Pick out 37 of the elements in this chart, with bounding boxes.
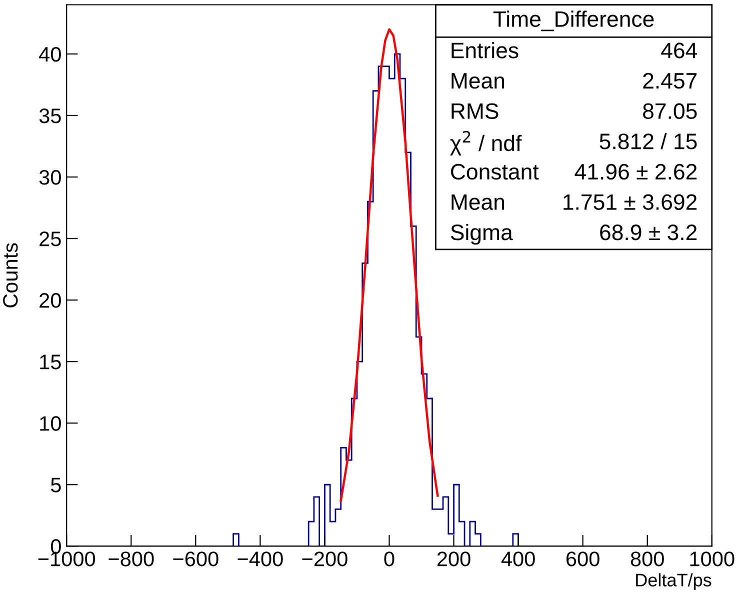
x-tick-label: −600 <box>173 552 218 566</box>
y-tick-label: 10 <box>40 416 61 431</box>
x-tick-label: 0 <box>384 552 394 566</box>
annotation: 464 <box>661 42 698 58</box>
annotation: 1.751 ± 3.692 <box>564 194 697 210</box>
x-tick-label: −1000 <box>38 552 96 566</box>
x-tick-label: 400 <box>501 552 535 566</box>
x-tick-label: 1000 <box>690 552 734 566</box>
x-tick-label: −400 <box>238 552 283 566</box>
x-axis-title: DeltaT/ps <box>636 573 712 590</box>
y-tick-label: 35 <box>39 108 61 124</box>
y-tick-label: 5 <box>50 478 61 492</box>
annotation: Entries <box>452 42 518 58</box>
x-tick-label: 200 <box>437 552 470 566</box>
annotation: Time_Difference <box>493 10 654 32</box>
line-series <box>340 28 439 502</box>
y-tick-label: 30 <box>39 170 61 185</box>
x-tick-label: −200 <box>302 552 348 566</box>
x-tick-label: 600 <box>566 552 600 566</box>
annotation: Mean <box>452 73 504 89</box>
y-tick-label: 25 <box>40 232 61 246</box>
y-axis-title: Counts <box>3 243 18 308</box>
annotation: 87.05 <box>643 103 697 119</box>
annotation: Constant <box>451 164 539 180</box>
y-tick-label: 40 <box>39 46 61 62</box>
y-tick-label: 20 <box>40 293 61 308</box>
x-tick-label: 800 <box>630 552 664 566</box>
x-tick-label: −800 <box>108 552 154 566</box>
y-tick-label: 15 <box>40 354 61 370</box>
annotation: 5.812 / 15 <box>600 132 697 150</box>
annotation: Sigma <box>450 224 513 245</box>
annotation: 41.96 ± 2.62 <box>574 164 697 180</box>
annotation: RMS <box>452 103 498 119</box>
annotation: 2.457 <box>643 72 697 89</box>
annotation: Mean <box>452 194 504 210</box>
annotation: χ$^{2}$ / ndf <box>450 130 522 156</box>
annotation: 68.9 ± 3.2 <box>600 224 697 240</box>
